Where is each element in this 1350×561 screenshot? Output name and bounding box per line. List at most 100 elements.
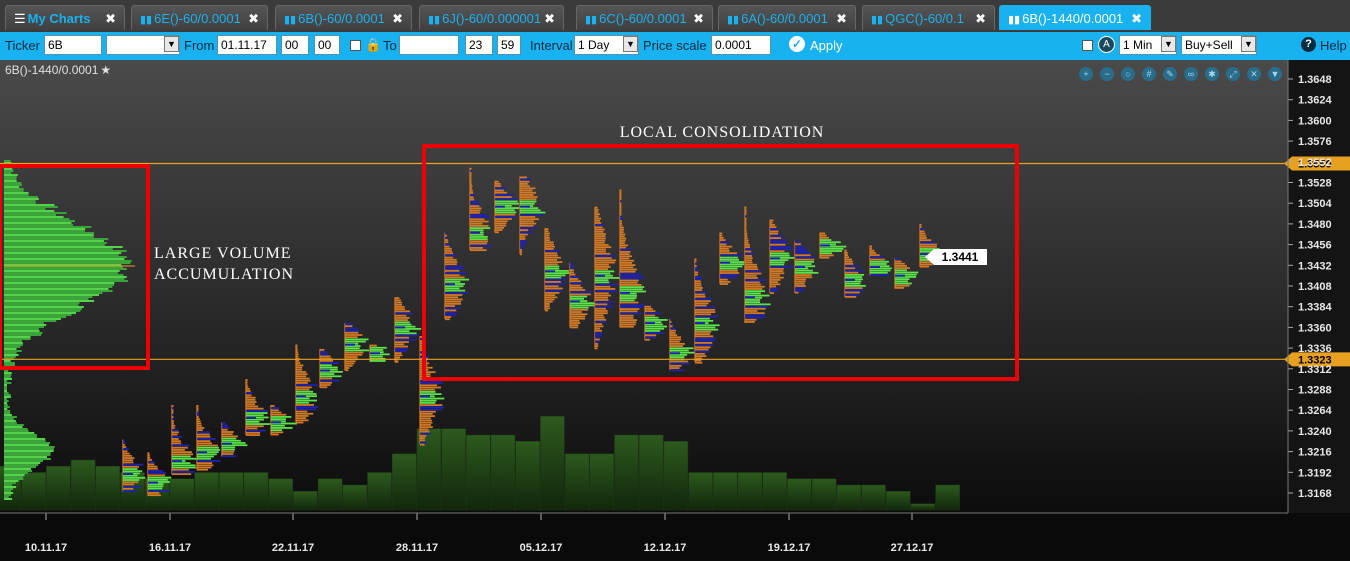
grid-icon[interactable]: # [1142,67,1156,81]
daily-profile[interactable] [245,379,271,436]
profile-bin [920,234,927,237]
close-chart-icon[interactable]: ✕ [1247,67,1261,81]
tab-1[interactable]: ▮▮ 6E()-60/0.0001 ✖ [131,5,268,30]
bar-chart-icon: ▮▮ [585,14,598,26]
profile-bin [197,429,203,432]
daily-profile[interactable] [519,176,546,256]
daily-profile[interactable] [221,422,248,458]
daily-profile[interactable] [894,258,919,289]
daily-profile[interactable] [794,241,819,294]
daily-profile[interactable] [319,348,343,389]
daily-profile[interactable] [819,232,847,259]
profile-bin [445,300,461,303]
daily-profile[interactable] [147,452,172,497]
to-checkbox[interactable] [350,40,361,51]
profile-bin [895,282,912,285]
to-minute-input[interactable]: 59 [497,35,521,55]
help-link[interactable]: Help [1320,38,1347,53]
chevron-down-icon[interactable]: ▼ [164,36,179,52]
apply-button[interactable]: Apply [810,38,843,53]
ticker-select[interactable] [106,35,180,55]
daily-profile[interactable] [344,323,370,372]
side-chevron-down-icon[interactable]: ▼ [1241,36,1256,52]
profile-bin [645,312,661,315]
profile-bin [222,455,237,458]
from-date-input[interactable]: 01.11.17 [217,35,277,55]
close-icon[interactable]: ✖ [836,11,847,26]
to-date-input[interactable] [399,35,459,55]
tab-0[interactable]: ☰ My Charts ✖ [5,5,125,30]
daily-profile[interactable] [644,305,668,341]
horizontal-levels[interactable]: 1.3550 1.3323 [0,156,1350,367]
tab-4[interactable]: ▮▮ 6C()-60/0.0001 ✖ [576,5,713,30]
fullscreen-icon[interactable]: ⤢ [1226,67,1240,81]
daily-profile[interactable] [171,405,197,476]
to-hour-input[interactable]: 23 [465,35,493,55]
profile-bin [445,305,455,307]
from-minute-input[interactable]: 00 [314,35,340,55]
menu-down-icon[interactable]: ▼ [1268,67,1282,81]
zoom-in-icon[interactable]: + [1079,67,1093,81]
profile-bin [395,356,400,359]
daily-profile[interactable] [869,245,892,276]
daily-profile[interactable] [569,262,596,329]
profile-bin [720,239,726,241]
star-icon[interactable]: ★ [100,63,112,77]
daily-profile[interactable] [444,232,470,321]
profile-bin [795,249,808,252]
timeframe-chevron-down-icon[interactable]: ▼ [1161,36,1176,52]
help-icon[interactable]: ? [1301,37,1316,52]
close-icon[interactable]: ✖ [105,11,116,26]
daily-profile[interactable] [694,258,720,364]
profile-bin [445,245,450,248]
close-icon[interactable]: ✖ [1131,11,1142,26]
close-icon[interactable]: ✖ [544,11,555,26]
daily-profile[interactable] [769,219,796,294]
tab-3[interactable]: ▮▮ 6J()-60/0.000001 ✖ [419,5,564,30]
tab-7[interactable]: ▮▮ 6B()-1440/0.0001 ✖ [999,5,1151,30]
profile-bin [720,232,723,235]
tab-5[interactable]: ▮▮ 6A()-60/0.0001 ✖ [718,5,856,30]
interval-chevron-down-icon[interactable]: ▼ [623,36,638,52]
profile-bin [271,405,275,407]
daily-profile[interactable] [270,405,298,436]
tab-6[interactable]: ▮▮ QGC()-60/0.1 ✖ [862,5,995,30]
lock-icon[interactable]: 🔒 [365,37,382,52]
auto-checkbox[interactable] [1082,40,1093,51]
profile-bin [695,313,712,316]
daily-profile[interactable] [619,189,646,328]
ticker-input[interactable]: 6B [44,35,102,55]
close-icon[interactable]: ✖ [693,11,704,26]
profile-bin [148,492,160,494]
zoom-reset-icon[interactable]: ○ [1121,67,1135,81]
close-icon[interactable]: ✖ [248,11,259,26]
side-select[interactable]: Buy+Sell [1181,35,1257,55]
auto-a-icon[interactable]: A [1098,36,1115,53]
daily-profile[interactable] [844,249,866,298]
daily-profile[interactable] [469,167,492,252]
close-icon[interactable]: ✖ [975,11,986,26]
draw-icon[interactable]: ✎ [1163,67,1177,81]
daily-profile[interactable] [719,232,746,285]
profile-bin [296,393,317,395]
close-icon[interactable]: ✖ [392,11,403,26]
apply-check-icon[interactable]: ✓ [789,36,805,52]
daily-profile[interactable] [196,405,221,471]
zoom-out-icon[interactable]: − [1100,67,1114,81]
interval-select[interactable]: 1 Day [574,35,639,55]
profile-bin [420,399,437,402]
daily-profile[interactable] [122,439,146,492]
daily-profile[interactable] [594,206,621,350]
profile-bin [470,240,488,243]
profile-bin [123,454,132,457]
settings-icon[interactable]: ✱ [1205,67,1219,81]
daily-profile[interactable] [744,206,771,324]
from-hour-input[interactable]: 00 [281,35,309,55]
profile-row [4,466,37,468]
tab-2[interactable]: ▮▮ 6B()-60/0.0001 ✖ [275,5,412,30]
link-icon[interactable]: ∞ [1184,67,1198,81]
daily-profile[interactable] [544,228,570,312]
daily-profile[interactable] [494,180,521,234]
price-scale-input[interactable]: 0.0001 [711,35,771,55]
